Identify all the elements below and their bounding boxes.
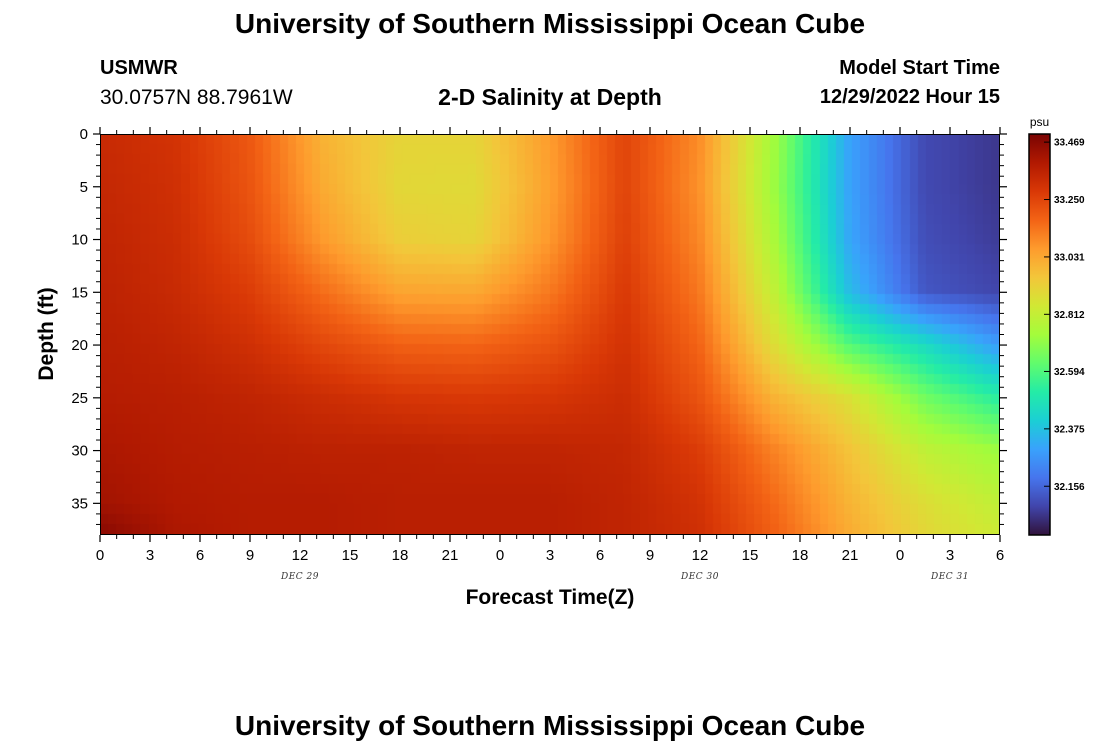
- x-tick-label: 15: [342, 547, 359, 564]
- x-tick-label: 9: [646, 547, 654, 564]
- x-day-label: DEC 30: [680, 572, 719, 582]
- colorbar: psu 33.469 33.250 33.031 32.812 32.594 32.375 3…: [1028, 115, 1085, 536]
- x-axis-title: Forecast Time(Z): [466, 586, 635, 609]
- y-tick-label: 20: [71, 337, 88, 354]
- x-axis: 0 3 6 9 12 15 18 21 0 3 6 9 12 15 18 21 0 3 6 DEC 29 DEC 30 D…: [96, 127, 1004, 582]
- colorbar-scale: [1028, 133, 1051, 536]
- x-tick-label: 21: [442, 547, 459, 564]
- colorbar-tick-label: 32.594: [1054, 367, 1085, 378]
- colorbar-tick-label: 32.156: [1054, 482, 1085, 493]
- colorbar-tick-label: 32.375: [1054, 424, 1085, 435]
- colorbar-tick-label: 33.031: [1054, 252, 1085, 263]
- model-start-time: 12/29/2022 Hour 15: [819, 86, 1000, 108]
- y-tick-label: 10: [71, 232, 88, 249]
- x-tick-label: 0: [96, 547, 104, 564]
- colorbar-tick-label: 33.250: [1054, 195, 1085, 206]
- colorbar-tick-label: 33.469: [1054, 138, 1085, 149]
- station-id: USMWR: [100, 57, 178, 79]
- x-day-label: DEC 31: [930, 572, 969, 582]
- page-title: University of Southern Mississippi Ocean…: [234, 8, 866, 39]
- footer-title: University of Southern Mississippi Ocean…: [234, 710, 866, 741]
- y-axis-title: Depth (ft): [35, 287, 58, 380]
- x-tick-label: 12: [292, 547, 309, 564]
- x-tick-label: 3: [546, 547, 554, 564]
- y-tick-label: 15: [71, 284, 88, 301]
- model-start-label: Model Start Time: [839, 57, 1000, 79]
- salinity-heatmap: [100, 134, 1000, 535]
- x-tick-label: 18: [792, 547, 809, 564]
- x-tick-label: 21: [842, 547, 859, 564]
- y-tick-label: 35: [71, 495, 88, 512]
- plot-title: 2-D Salinity at Depth: [438, 84, 662, 110]
- colorbar-tick-label: 32.812: [1054, 310, 1085, 321]
- x-tick-label: 0: [896, 547, 904, 564]
- station-coords: 30.0757N 88.7961W: [100, 86, 293, 109]
- x-tick-label: 6: [196, 547, 204, 564]
- x-tick-label: 9: [246, 547, 254, 564]
- x-tick-label: 12: [692, 547, 709, 564]
- x-tick-label: 6: [996, 547, 1004, 564]
- y-tick-label: 0: [80, 126, 88, 143]
- y-axis: 0 5 10 15 20 25 30 35: [71, 126, 1007, 525]
- x-tick-label: 18: [392, 547, 409, 564]
- x-tick-label: 3: [946, 547, 954, 564]
- x-tick-label: 3: [146, 547, 154, 564]
- x-day-label: DEC 29: [280, 572, 319, 582]
- y-tick-label: 25: [71, 390, 88, 407]
- colorbar-unit: psu: [1030, 115, 1049, 129]
- y-tick-label: 5: [80, 179, 88, 196]
- x-tick-label: 6: [596, 547, 604, 564]
- y-tick-label: 30: [71, 443, 88, 460]
- x-tick-label: 15: [742, 547, 759, 564]
- x-tick-label: 0: [496, 547, 504, 564]
